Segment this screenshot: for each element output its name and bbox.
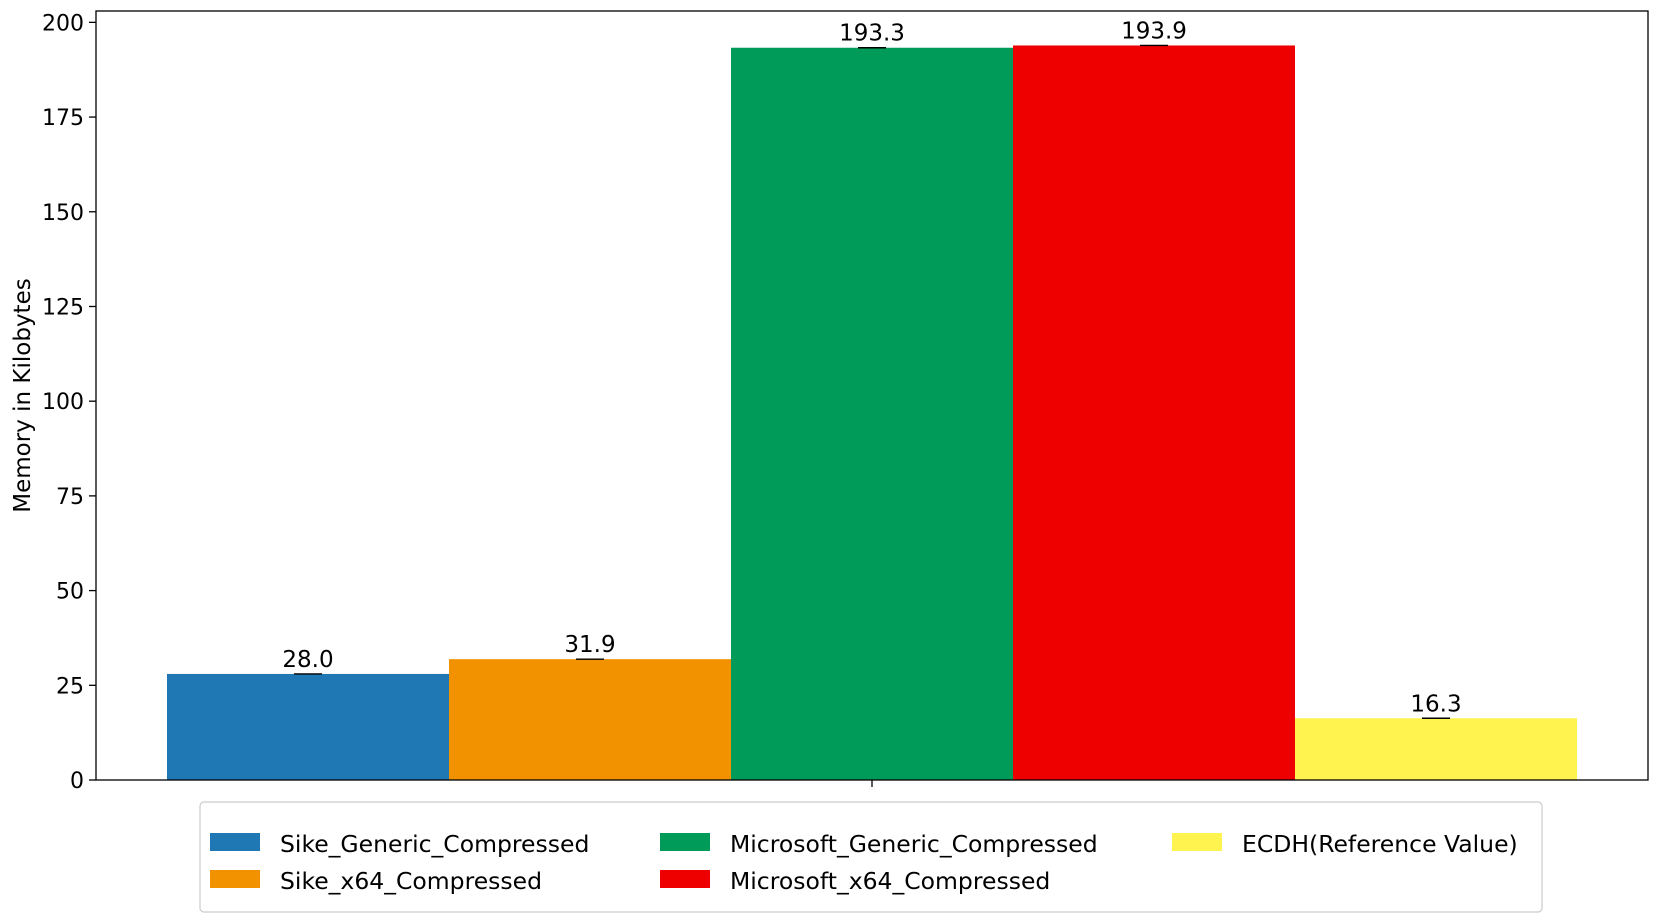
bar-value-label: 193.9 bbox=[1121, 18, 1187, 44]
y-axis: 0 25 50 75 100 125 150 175 200 bbox=[42, 11, 96, 794]
y-tick-label: 50 bbox=[56, 580, 84, 605]
y-axis-title: Memory in Kilobytes bbox=[10, 278, 36, 512]
bar bbox=[1295, 718, 1577, 780]
y-tick-label: 25 bbox=[56, 674, 84, 699]
legend-entry-label: ECDH(Reference Value) bbox=[1242, 830, 1518, 858]
legend-entry-label: Microsoft_x64_Compressed bbox=[730, 867, 1050, 895]
bar-value-label: 31.9 bbox=[564, 632, 615, 658]
legend-swatch bbox=[210, 833, 260, 851]
legend-entry-label: Sike_x64_Compressed bbox=[280, 867, 542, 895]
y-tick-label: 175 bbox=[42, 106, 84, 131]
legend-swatch bbox=[210, 870, 260, 888]
error-bars-group bbox=[294, 44, 1450, 719]
bar-value-label: 16.3 bbox=[1410, 691, 1461, 717]
legend-box bbox=[199, 801, 1543, 913]
y-tick-label: 100 bbox=[42, 390, 84, 415]
bars-group bbox=[167, 45, 1577, 781]
y-tick-label: 0 bbox=[70, 769, 84, 794]
legend-swatch bbox=[660, 870, 710, 888]
bar-value-label: 28.0 bbox=[282, 647, 333, 673]
y-tick-label: 150 bbox=[42, 201, 84, 226]
bar-labels-group: 28.0 31.9 193.3 193.9 16.3 bbox=[282, 18, 1461, 717]
legend-swatch bbox=[1172, 833, 1222, 851]
bar bbox=[1013, 45, 1295, 780]
legend-entry-label: Microsoft_Generic_Compressed bbox=[730, 830, 1098, 858]
bar bbox=[449, 659, 731, 780]
legend-entry-label: Sike_Generic_Compressed bbox=[280, 830, 589, 858]
y-tick-label: 200 bbox=[42, 11, 84, 36]
legend-swatch bbox=[660, 833, 710, 851]
bar bbox=[731, 47, 1013, 781]
legend: Sike_Generic_Compressed Sike_x64_Compress… bbox=[199, 801, 1543, 913]
bar bbox=[167, 673, 449, 780]
y-tick-label: 75 bbox=[56, 485, 84, 510]
bar-value-label: 193.3 bbox=[839, 21, 905, 47]
y-tick-label: 125 bbox=[42, 295, 84, 320]
